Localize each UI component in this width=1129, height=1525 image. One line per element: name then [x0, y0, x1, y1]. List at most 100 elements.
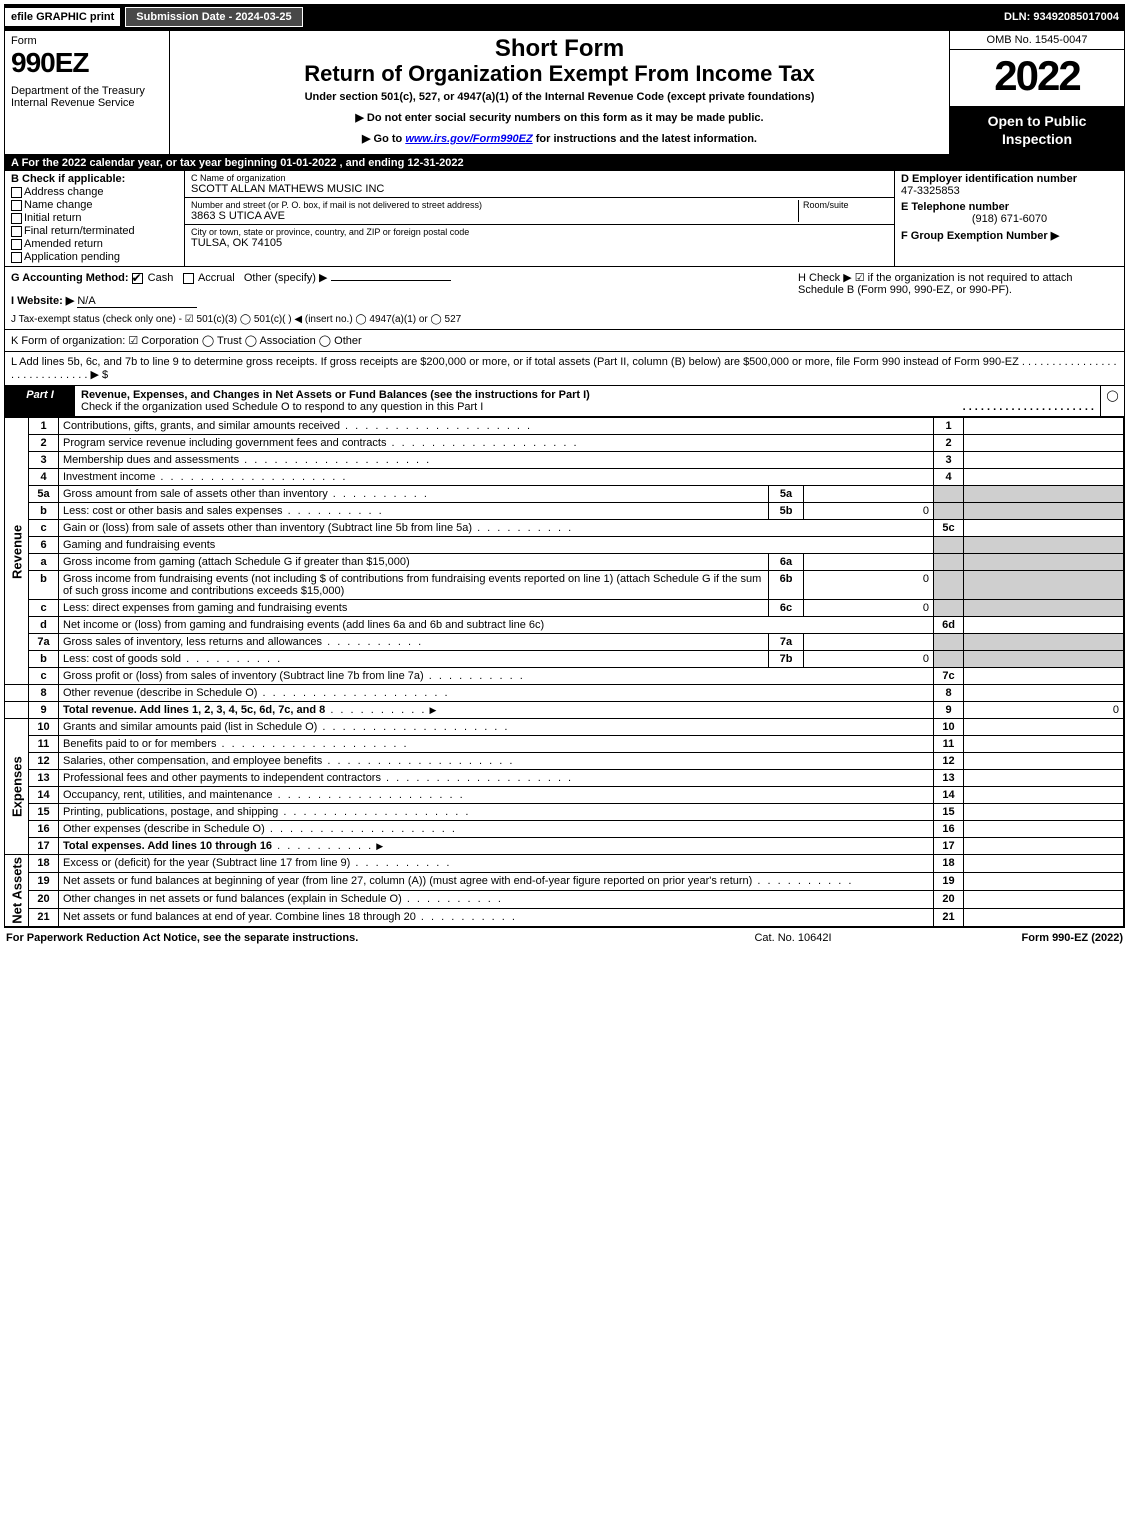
efile-label[interactable]: efile GRAPHIC print [4, 7, 121, 27]
top-bar: efile GRAPHIC print Submission Date - 20… [4, 4, 1125, 30]
chk-name-change[interactable]: Name change [11, 199, 178, 211]
row-j: J Tax-exempt status (check only one) - ☑… [11, 314, 798, 325]
l17-num: 17 [29, 838, 59, 855]
chk-final-return[interactable]: Final return/terminated [11, 225, 178, 237]
g-other-input[interactable] [331, 280, 451, 281]
i-label: I Website: ▶ [11, 295, 74, 307]
chk-initial-return[interactable]: Initial return [11, 212, 178, 224]
l6b-desc: Gross income from fundraising events (no… [59, 571, 769, 600]
open-to-public: Open to Public Inspection [950, 106, 1124, 154]
l6a-sub: 6a [769, 554, 804, 571]
c-city-label: City or town, state or province, country… [191, 227, 888, 237]
l20-desc: Other changes in net assets or fund bala… [63, 893, 503, 905]
l6c-desc: Less: direct expenses from gaming and fu… [59, 600, 769, 617]
l19-num: 19 [29, 873, 59, 891]
l14-amt [964, 787, 1124, 804]
l7c-desc: Gross profit or (loss) from sales of inv… [63, 670, 525, 682]
phone-value: (918) 671-6070 [901, 213, 1118, 225]
l7b-amtshade [964, 651, 1124, 668]
chk-accrual[interactable] [183, 273, 194, 284]
l18-num: 18 [29, 855, 59, 873]
chk-cash[interactable] [132, 273, 143, 284]
ein-label: D Employer identification number [901, 173, 1118, 185]
l7b-shade [934, 651, 964, 668]
l12-num: 12 [29, 753, 59, 770]
l11-desc: Benefits paid to or for members [63, 738, 409, 750]
dln-label: DLN: 93492085017004 [1004, 11, 1125, 23]
l6c-num: c [29, 600, 59, 617]
part1-check-text: Check if the organization used Schedule … [81, 401, 483, 413]
row-l: L Add lines 5b, 6c, and 7b to line 9 to … [5, 352, 1124, 385]
form-header: Form 990EZ Department of the Treasury In… [5, 31, 1124, 155]
l12-r: 12 [934, 753, 964, 770]
form-number: 990EZ [11, 47, 163, 79]
l9-desc: Total revenue. Add lines 1, 2, 3, 4, 5c,… [63, 704, 325, 716]
chk-amended-return[interactable]: Amended return [11, 238, 178, 250]
irs-link[interactable]: www.irs.gov/Form990EZ [405, 133, 532, 145]
tax-year: 2022 [950, 50, 1124, 106]
g-accrual: Accrual [198, 272, 235, 284]
g-other: Other (specify) ▶ [244, 272, 328, 284]
line-a: A For the 2022 calendar year, or tax yea… [5, 155, 1124, 171]
l7a-shade [934, 634, 964, 651]
l17-amt [964, 838, 1124, 855]
l7a-num: 7a [29, 634, 59, 651]
part1-label: Part I [5, 386, 75, 416]
l5a-num: 5a [29, 486, 59, 503]
l11-amt [964, 736, 1124, 753]
lines-table: Revenue 1 Contributions, gifts, grants, … [5, 417, 1124, 927]
l6a-num: a [29, 554, 59, 571]
l5b-num: b [29, 503, 59, 520]
l5b-desc: Less: cost or other basis and sales expe… [63, 505, 384, 517]
website-value: N/A [77, 295, 197, 308]
part1-header: Part I Revenue, Expenses, and Changes in… [5, 385, 1124, 417]
l1-num: 1 [29, 418, 59, 435]
l9-num: 9 [29, 702, 59, 719]
g-label: G Accounting Method: [11, 272, 129, 284]
l8-amt [964, 685, 1124, 702]
l11-num: 11 [29, 736, 59, 753]
l5c-num: c [29, 520, 59, 537]
l14-r: 14 [934, 787, 964, 804]
l18-desc: Excess or (deficit) for the year (Subtra… [63, 857, 451, 869]
l6b-num: b [29, 571, 59, 600]
l6d-r: 6d [934, 617, 964, 634]
l6-shade [934, 537, 964, 554]
footer-right: Form 990-EZ (2022) [923, 932, 1123, 944]
l16-amt [964, 821, 1124, 838]
l6c-sub: 6c [769, 600, 804, 617]
l7b-desc: Less: cost of goods sold [63, 653, 282, 665]
l5b-shade [934, 503, 964, 520]
l5b-sa: 0 [804, 503, 934, 520]
page-footer: For Paperwork Reduction Act Notice, see … [4, 928, 1125, 948]
l21-desc: Net assets or fund balances at end of ye… [63, 911, 517, 923]
l5c-amt [964, 520, 1124, 537]
c-name-label: C Name of organization [191, 173, 888, 183]
part1-title: Revenue, Expenses, and Changes in Net As… [75, 386, 1100, 416]
l20-amt [964, 891, 1124, 909]
l3-desc: Membership dues and assessments [63, 454, 431, 466]
dept-label: Department of the Treasury Internal Reve… [11, 85, 163, 109]
note-ssn: ▶ Do not enter social security numbers o… [176, 111, 943, 124]
l15-amt [964, 804, 1124, 821]
l6-amtshade [964, 537, 1124, 554]
title-short-form: Short Form [176, 35, 943, 63]
row-gh: G Accounting Method: Cash Accrual Other … [5, 267, 1124, 330]
l13-desc: Professional fees and other payments to … [63, 772, 573, 784]
l5b-sub: 5b [769, 503, 804, 520]
header-left: Form 990EZ Department of the Treasury In… [5, 31, 170, 154]
part1-check-dots: . . . . . . . . . . . . . . . . . . . . … [963, 401, 1094, 413]
l15-desc: Printing, publications, postage, and shi… [63, 806, 470, 818]
l2-num: 2 [29, 435, 59, 452]
l12-amt [964, 753, 1124, 770]
l20-num: 20 [29, 891, 59, 909]
chk-application-pending[interactable]: Application pending [11, 251, 178, 263]
l1-r: 1 [934, 418, 964, 435]
l16-num: 16 [29, 821, 59, 838]
l6d-desc: Net income or (loss) from gaming and fun… [59, 617, 934, 634]
part1-checkbox[interactable]: ◯ [1100, 386, 1124, 416]
form-word: Form [11, 35, 163, 47]
chk-address-change[interactable]: Address change [11, 186, 178, 198]
l21-amt [964, 909, 1124, 927]
l17-r: 17 [934, 838, 964, 855]
